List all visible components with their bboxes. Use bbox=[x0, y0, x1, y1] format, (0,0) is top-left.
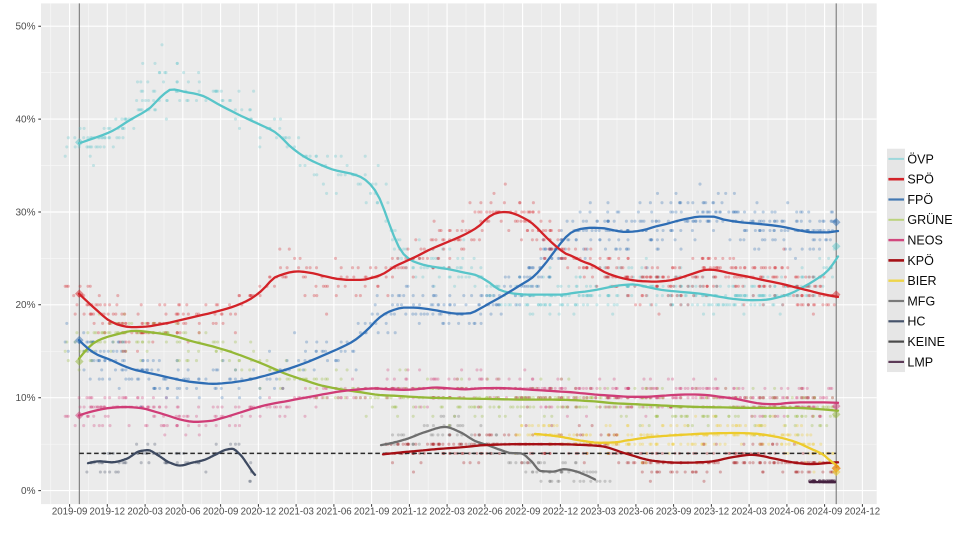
svg-text:ÖVP: ÖVP bbox=[907, 152, 933, 166]
svg-text:GRÜNE: GRÜNE bbox=[907, 213, 952, 227]
svg-text:50%: 50% bbox=[15, 22, 35, 33]
svg-text:2024-09: 2024-09 bbox=[807, 507, 843, 518]
svg-text:2022-09: 2022-09 bbox=[505, 507, 541, 518]
svg-text:2019-09: 2019-09 bbox=[52, 507, 88, 518]
svg-text:2022-03: 2022-03 bbox=[429, 507, 465, 518]
svg-text:2022-06: 2022-06 bbox=[467, 507, 503, 518]
svg-text:2021-09: 2021-09 bbox=[354, 507, 390, 518]
svg-text:2020-09: 2020-09 bbox=[203, 507, 239, 518]
svg-text:FPÖ: FPÖ bbox=[907, 193, 933, 207]
svg-text:2021-12: 2021-12 bbox=[392, 507, 428, 518]
svg-text:2023-12: 2023-12 bbox=[694, 507, 730, 518]
svg-text:SPÖ: SPÖ bbox=[907, 173, 934, 187]
svg-text:2021-06: 2021-06 bbox=[316, 507, 352, 518]
svg-text:2023-09: 2023-09 bbox=[656, 507, 692, 518]
svg-text:HC: HC bbox=[907, 315, 925, 329]
svg-text:2020-03: 2020-03 bbox=[127, 507, 163, 518]
svg-text:40%: 40% bbox=[15, 114, 35, 125]
svg-text:20%: 20% bbox=[15, 300, 35, 311]
svg-text:2024-03: 2024-03 bbox=[731, 507, 767, 518]
svg-text:2020-12: 2020-12 bbox=[241, 507, 277, 518]
svg-text:NEOS: NEOS bbox=[907, 234, 942, 248]
svg-text:BIER: BIER bbox=[907, 274, 936, 288]
svg-text:KEINE: KEINE bbox=[907, 335, 945, 349]
svg-text:0%: 0% bbox=[21, 486, 36, 497]
svg-text:2022-12: 2022-12 bbox=[543, 507, 579, 518]
svg-text:2024-06: 2024-06 bbox=[769, 507, 805, 518]
svg-text:10%: 10% bbox=[15, 393, 35, 404]
svg-text:2021-03: 2021-03 bbox=[278, 507, 314, 518]
svg-text:2019-12: 2019-12 bbox=[90, 507, 126, 518]
svg-text:2020-06: 2020-06 bbox=[165, 507, 201, 518]
svg-text:2023-03: 2023-03 bbox=[580, 507, 616, 518]
svg-text:KPÖ: KPÖ bbox=[907, 254, 934, 268]
svg-text:MFG: MFG bbox=[907, 294, 935, 308]
svg-text:2024-12: 2024-12 bbox=[845, 507, 881, 518]
svg-text:30%: 30% bbox=[15, 207, 35, 218]
svg-text:2023-06: 2023-06 bbox=[618, 507, 654, 518]
svg-text:LMP: LMP bbox=[907, 355, 933, 369]
